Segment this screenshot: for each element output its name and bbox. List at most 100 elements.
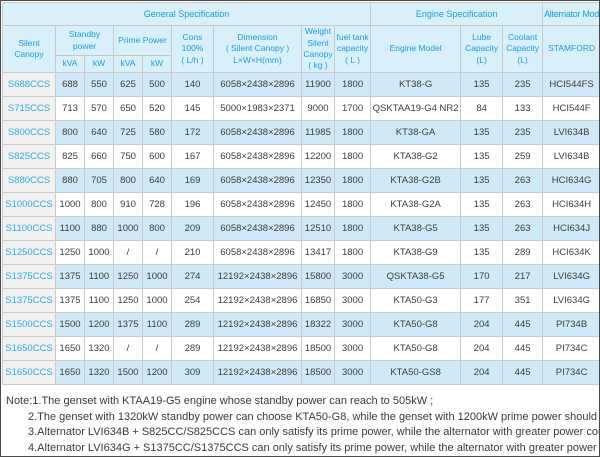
data-cell: 263 bbox=[502, 168, 544, 193]
data-cell: HCI544F bbox=[542, 96, 599, 121]
data-cell: 18322 bbox=[301, 312, 335, 337]
header-cons: Cons 100% ( L/h ) bbox=[171, 25, 214, 73]
data-cell: 135 bbox=[460, 240, 504, 265]
data-cell: KT38-GA bbox=[370, 120, 462, 145]
data-cell: 1800 bbox=[333, 72, 372, 97]
header-prime-kva: kVA bbox=[113, 55, 143, 73]
data-cell: HCI634K bbox=[542, 240, 599, 265]
data-cell: 196 bbox=[171, 192, 214, 217]
data-cell: / bbox=[142, 240, 172, 265]
data-cell: 12192×2438×2896 bbox=[213, 360, 302, 385]
data-cell: 3000 bbox=[333, 336, 372, 361]
data-cell: 170 bbox=[460, 264, 504, 289]
data-cell: 3000 bbox=[333, 288, 372, 313]
data-cell: 6058×2438×2896 bbox=[213, 192, 302, 217]
data-cell: 204 bbox=[460, 312, 504, 337]
data-cell: 800 bbox=[113, 168, 143, 193]
table-row: S688CCS 688 550 625 500 140 6058×2438×2896 1190… bbox=[2, 72, 599, 97]
data-cell: 1200 bbox=[84, 312, 114, 337]
data-cell: 133 bbox=[502, 96, 544, 121]
data-cell: 289 bbox=[502, 240, 544, 265]
data-cell: LVI634B bbox=[542, 120, 599, 145]
data-cell: 1500 bbox=[55, 312, 85, 337]
header-standby-power: Standby power bbox=[55, 25, 114, 56]
data-cell: HCI544FS bbox=[542, 72, 599, 97]
data-cell: 209 bbox=[171, 216, 214, 241]
data-cell: HCI634G bbox=[542, 168, 599, 193]
data-cell: 1100 bbox=[142, 312, 172, 337]
data-cell: 16850 bbox=[301, 288, 335, 313]
data-cell: 235 bbox=[502, 72, 544, 97]
data-cell: PI734C bbox=[542, 360, 599, 385]
data-cell: 3000 bbox=[333, 264, 372, 289]
data-cell: 728 bbox=[142, 192, 172, 217]
data-cell: 6058×2438×2896 bbox=[213, 72, 302, 97]
data-cell: 1375 bbox=[55, 264, 85, 289]
model-cell: S715CCS bbox=[2, 96, 56, 121]
data-cell: 289 bbox=[171, 312, 214, 337]
data-cell: 800 bbox=[55, 120, 85, 145]
model-cell: S1650CCS bbox=[2, 336, 56, 361]
data-cell: 1250 bbox=[55, 240, 85, 265]
model-cell: S1375CCS bbox=[2, 288, 56, 313]
data-cell: 9000 bbox=[301, 96, 335, 121]
data-cell: 1250 bbox=[113, 264, 143, 289]
data-cell: PI734B bbox=[542, 312, 599, 337]
header-coolant-capacity: Coolant Capacity (L) bbox=[502, 25, 544, 73]
header-standby-kw: kW bbox=[84, 55, 114, 73]
data-cell: 204 bbox=[460, 360, 504, 385]
model-cell: S1100CCS bbox=[2, 216, 56, 241]
data-cell: 1650 bbox=[55, 336, 85, 361]
table-row: S715CCS 713 570 650 520 145 5000×1983×2371 9000… bbox=[2, 96, 599, 121]
data-cell: 259 bbox=[502, 144, 544, 169]
data-cell: 1375 bbox=[55, 288, 85, 313]
data-cell: KTA50-G8 bbox=[370, 336, 462, 361]
data-cell: 18500 bbox=[301, 336, 335, 361]
data-cell: 625 bbox=[113, 72, 143, 97]
data-cell: 11900 bbox=[301, 72, 335, 97]
data-cell: 6058×2438×2896 bbox=[213, 216, 302, 241]
model-cell: S1650CCS bbox=[2, 360, 56, 385]
data-cell: 1800 bbox=[333, 240, 372, 265]
data-cell: 135 bbox=[460, 216, 504, 241]
data-cell: 5000×1983×2371 bbox=[213, 96, 302, 121]
data-cell: 6058×2438×2896 bbox=[213, 240, 302, 265]
data-cell: KTA50-G3 bbox=[370, 288, 462, 313]
data-cell: 217 bbox=[502, 264, 544, 289]
data-cell: 18500 bbox=[301, 360, 335, 385]
data-cell: 1000 bbox=[142, 264, 172, 289]
data-cell: 520 bbox=[142, 96, 172, 121]
data-cell: 204 bbox=[460, 336, 504, 361]
table-row: S1250CCS 1250 1000//210 6058×2438×2896 13417… bbox=[2, 240, 599, 265]
data-cell: 135 bbox=[460, 168, 504, 193]
model-cell: S800CCS bbox=[2, 120, 56, 145]
data-cell: 800 bbox=[84, 192, 114, 217]
data-cell: 650 bbox=[113, 96, 143, 121]
note-line-3: 3.Alternator LVI634B + S825CC/S825CCS ca… bbox=[28, 426, 599, 438]
data-cell: KTA50-GS8 bbox=[370, 360, 462, 385]
data-cell: 688 bbox=[55, 72, 85, 97]
table-row: S1375CCS 1375 1100 1250 1000 274 12192×2438×28… bbox=[2, 264, 599, 289]
data-cell: 1100 bbox=[84, 288, 114, 313]
data-cell: 263 bbox=[502, 216, 544, 241]
header-group-row: Silent Canopy Standby power Prime Power … bbox=[2, 25, 599, 73]
table-row: S1375CCS 1375 1100 1250 1000 254 12192×2438×28… bbox=[2, 288, 599, 313]
data-cell: 12192×2438×2896 bbox=[213, 336, 302, 361]
header-dimension: Dimension ( Silent Canopy ) L×W×H(mm) bbox=[213, 25, 302, 73]
data-cell: 640 bbox=[84, 120, 114, 145]
header-fuel-tank: fuel tank capacity ( L ) bbox=[333, 25, 372, 73]
data-cell: 445 bbox=[502, 312, 544, 337]
data-cell: 13417 bbox=[301, 240, 335, 265]
data-cell: 550 bbox=[84, 72, 114, 97]
data-cell: 660 bbox=[84, 144, 114, 169]
data-cell: 1800 bbox=[333, 192, 372, 217]
data-cell: 910 bbox=[113, 192, 143, 217]
data-cell: 135 bbox=[460, 192, 504, 217]
header-band-row: General Specification Engine Specificati… bbox=[1, 2, 599, 26]
header-engine-model: Engine Model bbox=[370, 25, 462, 73]
data-cell: 3000 bbox=[333, 312, 372, 337]
data-cell: 1800 bbox=[333, 120, 372, 145]
data-cell: 825 bbox=[55, 144, 85, 169]
data-cell: 1800 bbox=[333, 144, 372, 169]
